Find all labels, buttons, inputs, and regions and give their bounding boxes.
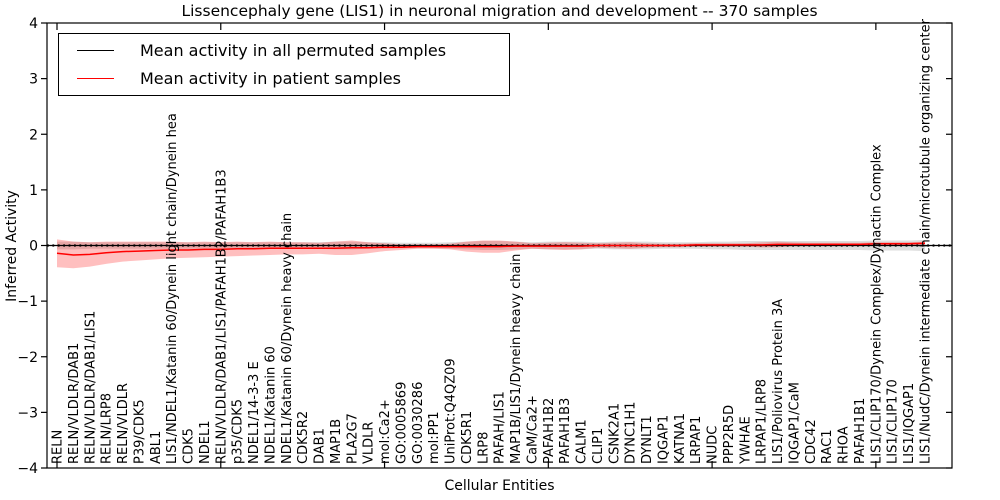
y-tick-label: −1 (17, 294, 38, 310)
x-tick-label: CLIP1 (591, 428, 606, 464)
x-tick-label: NDEL1/Katanin 60/Dynein heavy chain (280, 213, 295, 464)
x-tick-label: LIS1/NudC/Dynein intermediate chain/micr… (919, 18, 934, 464)
x-tick-label: LRP8 (476, 432, 491, 464)
legend: Mean activity in all permuted samples Me… (58, 33, 510, 96)
x-tick-label: RELN/VLDLR/DAB1/LIS1/PAFAH1B2/PAFAH1B3 (214, 169, 229, 464)
x-tick-label: LRPAP1/LRP8 (755, 379, 770, 464)
x-tick-label: NDEL1/Katanin 60 (263, 346, 278, 464)
x-tick-label: LIS1/Poliovirus Protein 3A (771, 299, 786, 464)
x-tick-label: DAB1 (313, 428, 328, 464)
x-tick-label: RELN/LRP8 (100, 393, 115, 464)
x-tick-label: PAFAH/LIS1 (493, 391, 508, 464)
chart-title: Lissencephaly gene (LIS1) in neuronal mi… (181, 2, 818, 20)
y-tick-label: 2 (29, 127, 38, 143)
y-tick-label: 3 (29, 72, 38, 88)
x-tick-label: ABL1 (149, 431, 164, 464)
x-tick-label: RAC1 (820, 429, 835, 464)
x-tick-label: CDK5R2 (296, 411, 311, 464)
x-tick-label: NDEL1 (198, 421, 213, 464)
x-tick-label: DYNLT1 (640, 415, 655, 464)
patient-mean-line (56, 242, 926, 256)
y-tick-label: 1 (29, 183, 38, 199)
permuted-line-swatch-icon (77, 50, 114, 51)
y-axis-title: Inferred Activity (4, 190, 20, 302)
x-tick-label: RELN (51, 430, 66, 464)
legend-item: Mean activity in patient samples (69, 66, 499, 91)
x-tick-label: GO:0005869 (394, 382, 409, 464)
x-tick-label: RHOA (837, 426, 852, 464)
x-tick-label: LIS1/NDEL1/Katanin 60/Dynein light chain… (165, 113, 180, 464)
y-tick-label: −4 (17, 461, 38, 477)
x-tick-label: LIS1/IQGAP1 (902, 383, 917, 464)
x-tick-label: MAP1B (329, 419, 344, 464)
x-tick-label: P39/CDK5 (132, 399, 147, 464)
x-tick-label: RELN/VLDLR (116, 383, 131, 464)
x-tick-label: PAFAH1B1 (853, 398, 868, 464)
x-tick-label: p35/CDK5 (231, 399, 246, 464)
x-tick-label: LIS1/CLIP170 (886, 379, 901, 464)
x-tick-label: CDK5R1 (460, 411, 475, 464)
legend-item-label: Mean activity in all permuted samples (140, 41, 447, 60)
x-tick-label: UniProt:Q4QZ09 (444, 358, 459, 464)
x-tick-label: CDC42 (804, 419, 819, 464)
x-tick-label: IQGAP1/CaM (788, 382, 803, 464)
x-tick-label: CALM1 (575, 419, 590, 464)
y-tick-label: −2 (17, 350, 38, 366)
x-tick-label: LRPAP1 (689, 416, 704, 464)
x-tick-label: GO:0030286 (411, 382, 426, 464)
patient-line-swatch-icon (77, 78, 114, 79)
x-tick-label: VLDLR (362, 422, 377, 464)
y-tick-label: −3 (17, 405, 38, 421)
x-tick-label: YWHAE (738, 416, 753, 465)
legend-item: Mean activity in all permuted samples (69, 38, 499, 63)
x-tick-label: DYNC1H1 (624, 402, 639, 464)
x-tick-label: IQGAP1 (657, 415, 672, 464)
x-tick-label: PLA2G7 (345, 413, 360, 464)
x-tick-label: CaM/Ca2+ (525, 395, 540, 464)
y-tick-label: 4 (29, 16, 38, 32)
x-tick-label: KATNA1 (673, 413, 688, 464)
x-tick-label: PPP2R5D (722, 405, 737, 464)
x-tick-label: mol:Ca2+ (378, 399, 393, 464)
x-tick-label: CSNK2A1 (607, 403, 622, 464)
x-axis-title: Cellular Entities (444, 478, 555, 494)
x-tick-label: MAP1B/LIS1/Dynein heavy chain (509, 254, 524, 464)
legend-item-label: Mean activity in patient samples (140, 69, 401, 88)
x-tick-label: NUDC (706, 426, 721, 464)
x-tick-label: NDEL1/14-3-3 E (247, 361, 262, 464)
x-tick-label: LIS1/CLIP170/Dynein Complex/Dynactin Com… (869, 144, 884, 464)
x-tick-label: CDK5 (182, 428, 197, 464)
x-tick-label: RELN/VLDLR/DAB1/LIS1 (83, 311, 98, 464)
y-tick-label: 0 (29, 239, 38, 255)
x-tick-label: RELN/VLDLR/DAB1 (67, 343, 82, 464)
x-tick-label: mol:PP1 (427, 411, 442, 464)
x-tick-label: PAFAH1B3 (558, 398, 573, 464)
x-tick-label: PAFAH1B2 (542, 398, 557, 464)
